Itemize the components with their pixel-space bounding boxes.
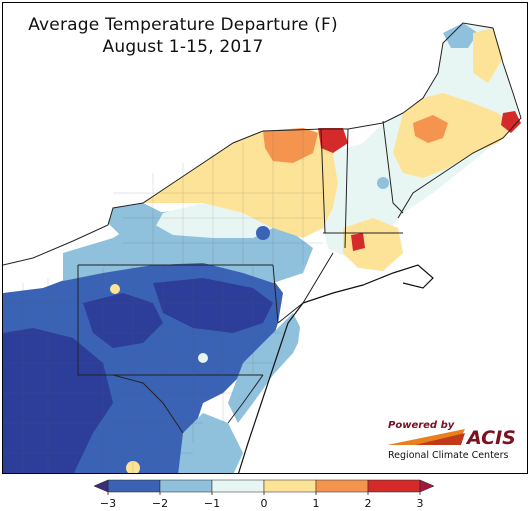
- region-mid-neutral: [143, 203, 273, 238]
- map-title: Average Temperature Departure (F): [28, 15, 338, 35]
- colorbar-over-arrow: [419, 479, 435, 493]
- colorbar-ticks: −3 −2 −1 0 1 2 3: [100, 492, 424, 510]
- colorbar-tick-label: −3: [100, 497, 116, 510]
- region-southwest-very-cold: [3, 328, 113, 473]
- acis-logo: Powered by ACIS Regional Climate Centers: [387, 420, 516, 461]
- region-ct-ri-warm: [343, 218, 403, 271]
- colorbar-tick-label: 2: [365, 497, 372, 510]
- colorbar: −3 −2 −1 0 1 2 3: [93, 479, 435, 510]
- region-maine-warm: [393, 93, 513, 178]
- lake-erie: [3, 215, 108, 265]
- anomaly-cold-nh: [377, 177, 389, 189]
- colorbar-tick-label: 1: [313, 497, 320, 510]
- anomaly-warm-md: [198, 353, 208, 363]
- region-maine-hotspot: [501, 111, 521, 133]
- colorbar-segment: [211, 479, 265, 493]
- region-northmaine-cool: [443, 23, 478, 48]
- region-coastal-cool: [228, 313, 303, 423]
- colorbar-segment: [107, 479, 161, 493]
- map-subtitle: August 1-15, 2017: [102, 37, 264, 57]
- logo-swoosh-dark-icon: [415, 433, 465, 445]
- anomaly-warm-pa: [110, 284, 120, 294]
- atlantic-ocean: [253, 243, 527, 473]
- region-southeast-cool: [178, 413, 243, 473]
- temperature-map: [3, 3, 527, 473]
- region-maine-hot: [413, 115, 448, 143]
- colorbar-segment: [315, 479, 369, 493]
- coastline: [237, 264, 434, 473]
- colorbar-segment: [367, 479, 421, 493]
- region-vt-hot: [318, 128, 348, 153]
- colorbar-under-arrow: [93, 479, 109, 493]
- region-north-hot: [263, 128, 318, 163]
- colorbar-segments: [93, 479, 435, 493]
- lake-ontario: [58, 163, 173, 203]
- map-frame: Average Temperature Departure (F) August…: [2, 2, 528, 474]
- colorbar-tick-label: 0: [261, 497, 268, 510]
- region-western-cool: [108, 203, 163, 238]
- region-northmaine-warm: [473, 28, 503, 83]
- county-lines: [3, 128, 323, 473]
- anomaly-cold-ny: [256, 226, 270, 240]
- region-east-cold: [153, 278, 273, 333]
- colorbar-segment: [263, 479, 317, 493]
- logo-brand: ACIS: [465, 427, 516, 449]
- colorbar-tick-label: −1: [204, 497, 220, 510]
- colorbar-tick-label: −2: [152, 497, 168, 510]
- colorbar-tick-label: 3: [417, 497, 424, 510]
- region-ma-hotspot: [351, 233, 365, 251]
- colorbar-segment: [159, 479, 213, 493]
- logo-powered-by: Powered by: [388, 420, 455, 431]
- logo-org: Regional Climate Centers: [388, 450, 509, 461]
